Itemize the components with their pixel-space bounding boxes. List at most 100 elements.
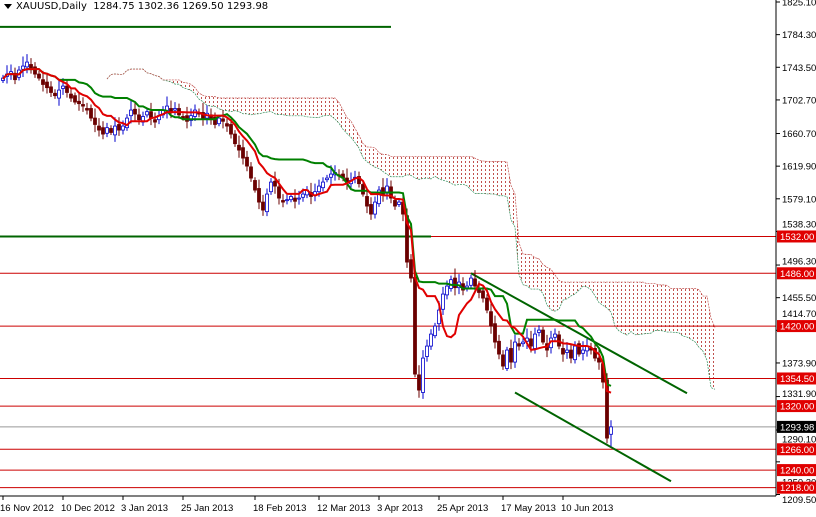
candle	[569, 343, 573, 364]
candle-body	[65, 85, 69, 93]
candle	[57, 80, 61, 106]
ichimoku-cloud-segment	[383, 154, 387, 175]
level-price-label: 1486.00	[780, 269, 814, 280]
ichimoku-cloud-segment	[307, 98, 311, 118]
candle-body	[329, 173, 333, 178]
candle	[321, 177, 325, 192]
candle	[165, 96, 169, 119]
candle-body	[37, 73, 41, 79]
ichimoku-cloud-segment	[247, 98, 251, 115]
dropdown-triangle-icon[interactable]	[4, 3, 12, 9]
ichimoku-cloud-segment	[639, 282, 643, 335]
ichimoku-cloud-segment	[667, 285, 671, 333]
ichimoku-cloud-segment	[519, 242, 523, 285]
price-tick-label: 1784.30	[782, 30, 816, 41]
ichimoku-cloud-segment	[399, 156, 403, 177]
time-tick-label: 3 Jan 2013	[121, 503, 168, 514]
candle	[21, 56, 25, 77]
ichimoku-cloud-segment	[683, 288, 687, 338]
ichimoku-cloud-segment	[491, 161, 495, 195]
ichimoku-cloud-segment	[551, 269, 555, 312]
level-price-label-box	[777, 372, 816, 385]
candle	[173, 102, 177, 116]
ichimoku-cloud-segment	[319, 98, 323, 118]
price-tick-label: 1209.50	[782, 495, 816, 506]
ichimoku-cloud-segment	[175, 79, 179, 85]
candle	[185, 106, 189, 129]
time-tick-label: 10 Jun 2013	[561, 503, 613, 514]
candle-body	[217, 117, 221, 125]
price-tick-label: 1619.90	[782, 162, 816, 173]
current-price-label: 1293.98	[780, 422, 814, 433]
candle-body	[529, 338, 533, 347]
candle-body	[393, 200, 397, 207]
level-price-label-box	[777, 230, 816, 243]
candle	[161, 106, 165, 119]
candle	[237, 135, 241, 158]
candle-body	[409, 259, 413, 279]
ichimoku-cloud-segment	[435, 156, 439, 179]
candle	[221, 110, 225, 129]
candle-body	[317, 185, 321, 193]
ichimoku-cloud-segment	[439, 156, 443, 181]
ichimoku-cloud-segment	[583, 282, 587, 287]
ichimoku-cloud-segment	[543, 264, 547, 306]
candle-body	[433, 325, 437, 337]
time-tick-label: 3 Apr 2013	[377, 503, 423, 514]
level-price-label: 1320.00	[780, 402, 814, 413]
candle-body	[33, 66, 37, 75]
candle-body	[73, 95, 77, 103]
price-tick-label: 1290.10	[782, 434, 816, 445]
ichimoku-cloud-segment	[339, 102, 343, 130]
ichimoku-cloud-segment	[315, 98, 319, 118]
candle	[565, 342, 569, 359]
candle-body	[581, 349, 585, 354]
level-price-label-box	[777, 320, 816, 333]
candle	[489, 302, 493, 334]
candle-body	[101, 127, 105, 135]
ichimoku-cloud-segment	[647, 283, 651, 334]
candle-body	[93, 117, 97, 125]
ichimoku-cloud-segment	[467, 156, 471, 190]
level-price-label: 1266.00	[780, 445, 814, 456]
level-price-label-box	[777, 400, 816, 413]
ichimoku-cloud-segment	[539, 258, 543, 294]
ichimoku-cloud-segment	[367, 146, 371, 165]
trend-line	[470, 272, 688, 395]
candle	[465, 281, 469, 292]
candle-body	[113, 125, 117, 136]
candle-body	[445, 285, 449, 296]
ichimoku-cloud-segment	[427, 156, 431, 179]
ichimoku-cloud-segment	[523, 253, 527, 286]
level-price-label: 1240.00	[780, 466, 814, 477]
candle-body	[397, 201, 401, 205]
candle-body	[61, 85, 65, 89]
price-tick-label: 1702.70	[782, 95, 816, 106]
candle	[353, 170, 357, 184]
candle	[77, 92, 81, 111]
candle	[249, 162, 253, 182]
senkou-span-a-line	[106, 68, 716, 390]
candle	[241, 139, 245, 165]
candle-body	[377, 189, 381, 205]
candle-body	[121, 125, 125, 131]
candle	[325, 174, 329, 183]
ichimoku-cloud-segment	[423, 156, 427, 179]
level-price-label: 1354.50	[780, 374, 814, 385]
ichimoku-cloud-segment	[303, 98, 307, 117]
candle	[113, 117, 117, 142]
ichimoku-cloud-segment	[527, 254, 531, 290]
candle	[365, 187, 369, 214]
candle-body	[505, 349, 509, 369]
ichimoku-cloud-segment	[379, 152, 383, 172]
candle-body	[265, 193, 269, 213]
candle-body	[145, 111, 149, 116]
ichimoku-cloud-segment	[263, 98, 267, 113]
candle-body	[533, 333, 537, 349]
candle	[441, 286, 445, 316]
candle	[433, 322, 437, 339]
ichimoku-cloud-segment	[255, 98, 259, 115]
ichimoku-cloud-segment	[295, 98, 299, 116]
